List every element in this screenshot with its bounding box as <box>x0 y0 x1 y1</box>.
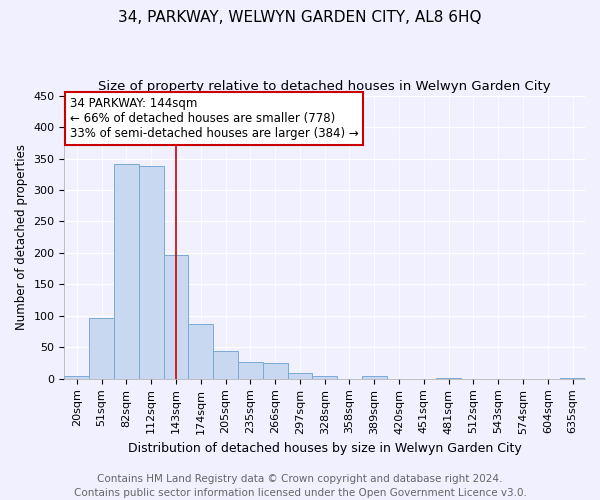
Bar <box>188 324 213 379</box>
Text: Contains HM Land Registry data © Crown copyright and database right 2024.
Contai: Contains HM Land Registry data © Crown c… <box>74 474 526 498</box>
Bar <box>139 166 164 379</box>
Text: 34 PARKWAY: 144sqm
← 66% of detached houses are smaller (778)
33% of semi-detach: 34 PARKWAY: 144sqm ← 66% of detached hou… <box>70 97 358 140</box>
Bar <box>362 376 386 379</box>
Text: 34, PARKWAY, WELWYN GARDEN CITY, AL8 6HQ: 34, PARKWAY, WELWYN GARDEN CITY, AL8 6HQ <box>118 10 482 25</box>
Bar <box>114 164 139 379</box>
Bar <box>560 378 585 379</box>
Y-axis label: Number of detached properties: Number of detached properties <box>15 144 28 330</box>
Bar <box>263 363 287 379</box>
Bar <box>287 372 313 379</box>
Bar <box>89 318 114 379</box>
Bar <box>213 351 238 379</box>
Bar <box>238 362 263 379</box>
Bar <box>436 378 461 379</box>
Bar <box>64 376 89 379</box>
Bar <box>164 255 188 379</box>
Title: Size of property relative to detached houses in Welwyn Garden City: Size of property relative to detached ho… <box>98 80 551 93</box>
Bar <box>313 376 337 379</box>
X-axis label: Distribution of detached houses by size in Welwyn Garden City: Distribution of detached houses by size … <box>128 442 521 455</box>
